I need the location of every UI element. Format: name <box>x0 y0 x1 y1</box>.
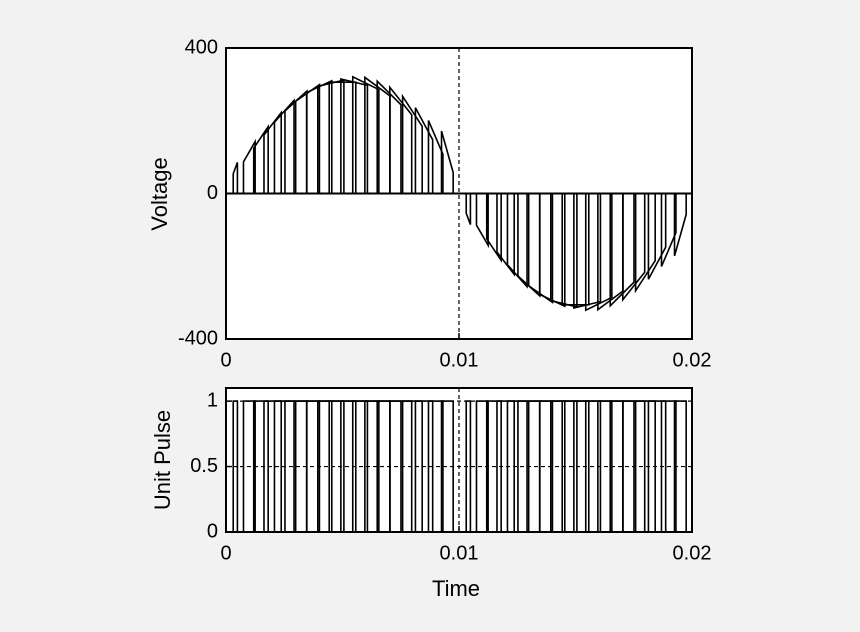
voltage-pulse-19 <box>465 193 472 225</box>
voltage-pulse-33 <box>621 193 646 303</box>
pulse-pulse-16 <box>414 400 434 532</box>
pulse-x-tick-label-0: 0 <box>220 542 231 564</box>
pulse-x-tick-label-1: 0.01 <box>440 542 479 564</box>
voltage-pulse-35 <box>647 193 667 280</box>
pulse-pulse-35 <box>647 400 667 532</box>
pulse-pulse-36 <box>660 400 677 532</box>
voltage-x-tick-label-0: 0 <box>220 349 231 371</box>
pulse-pulse-21 <box>485 400 502 532</box>
voltage-pulse-17 <box>427 120 444 194</box>
voltage-pulse-36 <box>660 193 677 267</box>
voltage-pulse-34 <box>634 193 656 294</box>
voltage-pulse-16 <box>414 107 434 194</box>
voltage-y-tick-label-1: 0 <box>207 182 218 204</box>
voltage-pulse-15 <box>401 93 423 194</box>
voltage-pulse-29 <box>573 193 602 310</box>
pulse-x-tick-label-2: 0.02 <box>673 542 712 564</box>
voltage-pulse-30 <box>584 193 613 312</box>
pulse-pulse-20 <box>475 400 489 532</box>
voltage-y-axis-title: Voltage <box>147 157 172 230</box>
pulse-pulse-34 <box>634 400 656 532</box>
pulse-x-axis-title: Time <box>432 576 480 601</box>
voltage-pulse-18 <box>440 130 454 194</box>
pulse-y-tick-label-0: 0 <box>207 520 218 542</box>
pulse-pulse-0 <box>232 400 239 532</box>
pulse-pulse-14 <box>388 400 413 532</box>
pulse-panel: 0 0.01 0.02 0 0.5 1 Unit Pulse Time <box>150 387 711 601</box>
voltage-pulse-10 <box>340 77 369 194</box>
pulse-pulse-33 <box>621 400 646 532</box>
voltage-reference-lines <box>226 48 692 339</box>
pulse-y-axis-title: Unit Pulse <box>150 410 175 510</box>
pulse-y-tick-label-2: 1 <box>207 389 218 411</box>
voltage-pulse-2 <box>252 123 269 194</box>
voltage-y-tick-label-0: -400 <box>178 327 218 349</box>
pulse-pulse-18 <box>440 400 454 532</box>
pulse-pulse-3 <box>263 400 283 532</box>
voltage-pulse-27 <box>550 193 578 308</box>
voltage-pulse-20 <box>475 193 489 249</box>
pulse-pulse-15 <box>401 400 423 532</box>
pulse-y-tick-label-1: 0.5 <box>190 455 218 477</box>
voltage-pulse-22 <box>496 193 516 277</box>
voltage-pulse-11 <box>351 75 380 194</box>
voltage-pulse-1 <box>242 138 256 194</box>
voltage-x-tick-label-1: 0.01 <box>440 349 479 371</box>
pulse-ticks: 0 0.01 0.02 0 0.5 1 <box>190 389 711 564</box>
voltage-pulse-37 <box>673 193 687 257</box>
voltage-pulse-series <box>232 75 687 312</box>
pulse-pulse-19 <box>465 400 472 532</box>
voltage-pulse-3 <box>263 110 283 194</box>
voltage-pulse-21 <box>485 193 502 264</box>
voltage-pulse-28 <box>561 193 590 306</box>
pulse-pulse-22 <box>496 400 516 532</box>
voltage-pulse-0 <box>232 162 239 194</box>
voltage-pulse-9 <box>328 81 357 194</box>
voltage-y-tick-label-2: 400 <box>185 36 218 58</box>
voltage-x-tick-label-2: 0.02 <box>673 349 712 371</box>
pulse-pulse-2 <box>252 400 269 532</box>
pulse-pulse-17 <box>427 400 444 532</box>
voltage-pulse-14 <box>388 84 413 194</box>
voltage-pulse-8 <box>317 79 345 194</box>
pulse-pulse-1 <box>242 400 256 532</box>
pulse-pulse-37 <box>673 400 687 532</box>
unit-pulse-series <box>232 400 687 532</box>
